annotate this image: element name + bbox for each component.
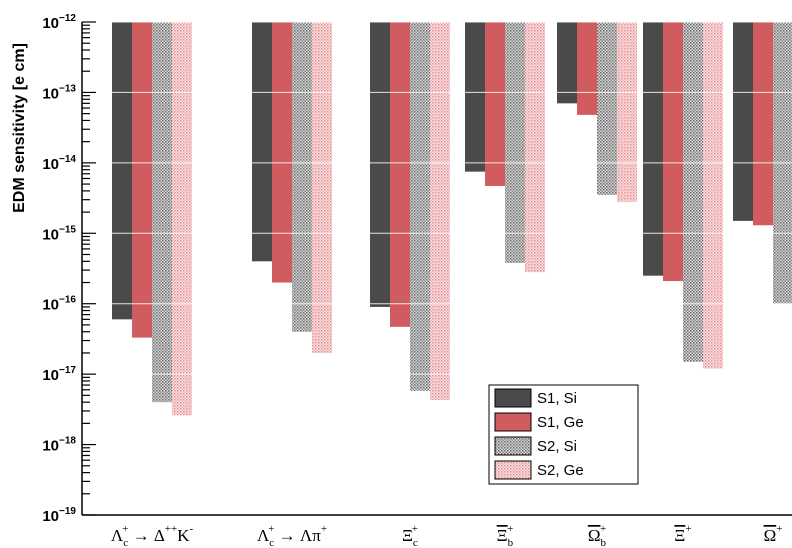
bar-s2-si-0 [152,22,172,403]
category-label-5: Ξ+ [674,523,691,545]
legend-label-0: S1, Si [537,390,577,407]
y-axis-label: EDM sensitivity [e cm] [11,43,28,213]
bar-s1-si-0 [112,22,132,320]
y-tick-label: 10−16 [42,295,76,314]
bar-s2-ge-2 [430,22,450,400]
x-axis: Λc+ → Δ++K- Λc+ → Λπ+ Ξc+ Ξb+ Ωb+ Ξ+ Ω+ [82,514,792,548]
bar-s1-ge-1 [272,22,292,283]
legend: S1, Si S1, Ge S2, Si S2, Ge [488,384,639,485]
category-label-0: Λc+ → Δ++K- [111,523,194,548]
bar-s1-ge-6 [753,22,773,226]
legend-swatch-3 [494,460,532,480]
bar-s1-ge-5 [663,22,683,282]
y-tick-label: 10−12 [42,13,76,32]
y-tick-label: 10−13 [42,83,76,102]
legend-label-3: S2, Ge [537,462,584,479]
bar-s2-ge-0 [172,22,192,416]
y-tick-label: 10−19 [42,506,76,525]
bar-s2-ge-1 [312,22,332,353]
bar-s2-si-4 [597,22,617,195]
bar-s1-ge-0 [132,22,152,338]
bar-s1-ge-3 [485,22,505,186]
bar-s1-si-2 [370,22,390,307]
y-tick-label: 10−15 [42,224,76,243]
y-tick-label: 10−18 [42,436,76,455]
y-tick-label: 10−14 [42,154,76,173]
bar-s1-ge-2 [390,22,410,327]
bar-s2-si-3 [505,22,525,263]
category-label-4: Ωb+ [588,523,607,548]
bar-s2-ge-3 [525,22,545,273]
y-tick-label: 10−17 [42,365,76,384]
category-label-6: Ω+ [764,523,783,545]
category-label-1: Λc+ → Λπ+ [257,523,327,548]
y-axis: 10−12 10−13 10−14 10−15 10−16 10−17 10−18 10−19 [42,13,96,525]
legend-swatch-2 [494,436,532,456]
bar-s1-si-6 [733,22,753,221]
bar-s1-si-4 [557,22,577,104]
legend-label-1: S1, Ge [537,414,584,431]
category-label-3: Ξb+ [497,523,514,548]
plot-area [82,21,792,516]
bar-s2-si-1 [292,22,312,332]
legend-label-2: S2, Si [537,438,577,455]
bar-s2-ge-5 [703,22,723,369]
bar-s1-si-5 [643,22,663,276]
bar-s1-si-3 [465,22,485,172]
bar-s2-ge-4 [617,22,637,202]
bar-s1-si-1 [252,22,272,262]
category-label-2: Ξc+ [402,523,418,548]
bar-s1-ge-4 [577,22,597,115]
bar-s2-si-5 [683,22,703,362]
legend-swatch-1 [494,412,532,432]
legend-swatch-0 [494,388,532,408]
bar-s2-si-2 [410,22,430,391]
